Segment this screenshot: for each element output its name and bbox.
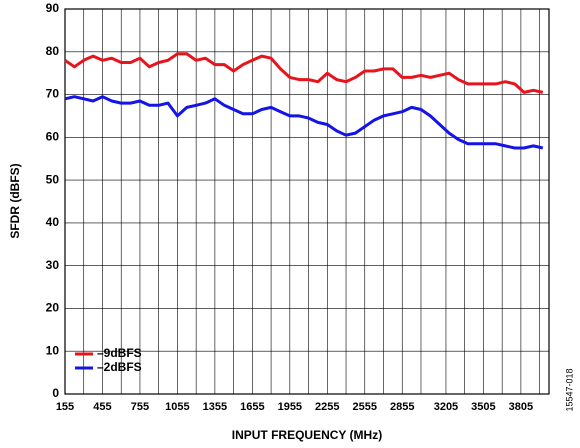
x-tick-label: 3505 — [471, 401, 495, 413]
x-tick-label: 2855 — [390, 401, 414, 413]
x-tick-label: 1055 — [165, 401, 189, 413]
x-tick-label: 1655 — [240, 401, 264, 413]
y-tick-label: 20 — [46, 301, 60, 315]
y-tick-label: 50 — [46, 172, 60, 186]
data-line — [64, 52, 544, 94]
x-tick-label: 1955 — [278, 401, 302, 413]
y-axis-label: SFDR (dBFS) — [8, 163, 22, 238]
data-line — [64, 95, 544, 150]
x-tick-label: 455 — [93, 401, 111, 413]
legend-label: –2dBFS — [97, 360, 142, 374]
x-tick-label: 2555 — [353, 401, 377, 413]
x-tick-label: 3805 — [509, 401, 533, 413]
x-tick-label: 2255 — [315, 401, 339, 413]
figure-id: 15547-018 — [564, 368, 574, 411]
legend-label: –9dBFS — [97, 346, 142, 360]
plot-frame — [64, 8, 550, 395]
y-tick-label: 10 — [46, 343, 60, 357]
x-axis-label: INPUT FREQUENCY (MHz) — [232, 428, 382, 442]
y-tick-label: 90 — [46, 1, 60, 15]
y-tick-label: 40 — [46, 215, 60, 229]
x-tick-label: 155 — [56, 401, 74, 413]
x-tick-label: 3205 — [434, 401, 458, 413]
y-tick-label: 70 — [46, 87, 60, 101]
x-tick-label: 755 — [131, 401, 149, 413]
y-tick-label: 60 — [46, 130, 60, 144]
y-tick-label: 0 — [52, 386, 59, 400]
x-tick-label: 1355 — [203, 401, 227, 413]
y-tick-label: 30 — [46, 258, 60, 272]
y-tick-label: 80 — [46, 44, 60, 58]
